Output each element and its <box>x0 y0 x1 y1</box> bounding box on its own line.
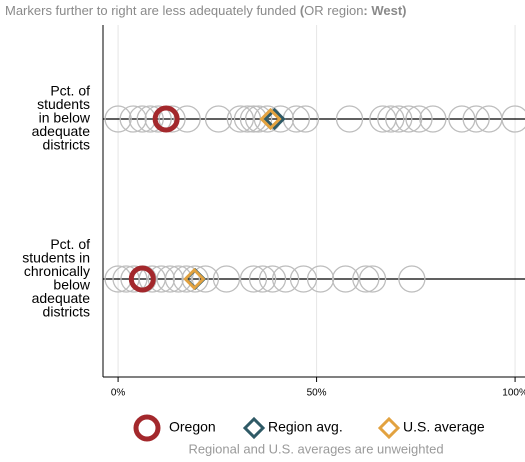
other-state-marker <box>181 265 209 293</box>
other-state-marker <box>164 265 193 293</box>
legend-label: Region avg. <box>268 419 343 435</box>
other-state-marker <box>120 265 148 293</box>
legend-marker <box>242 416 266 440</box>
other-state-marker <box>271 265 300 293</box>
other-state-marker <box>291 105 320 133</box>
other-state-marker <box>331 265 360 293</box>
other-state-marker <box>158 105 186 133</box>
other-state-marker <box>147 265 176 293</box>
category-label: adequate <box>32 123 91 139</box>
chart-title: Markers further to right are less adequa… <box>5 3 407 18</box>
other-state-marker <box>501 105 525 133</box>
other-state-marker <box>248 265 277 293</box>
legend-marker <box>133 414 161 442</box>
other-state-marker <box>352 265 380 293</box>
other-state-marker <box>244 105 273 133</box>
other-state-marker <box>395 105 423 133</box>
average-marker <box>183 267 206 291</box>
other-state-marker <box>405 105 433 133</box>
title-part: OR region <box>304 3 363 18</box>
state-marker <box>128 265 156 293</box>
other-state-marker <box>144 105 172 133</box>
other-state-marker <box>419 105 447 133</box>
other-state-marker <box>289 265 318 293</box>
legend-label: U.S. average <box>403 419 485 435</box>
category-label: students in <box>22 249 90 265</box>
other-state-marker <box>358 265 387 293</box>
average-marker <box>259 107 282 131</box>
other-state-marker <box>119 105 147 133</box>
other-state-marker <box>462 105 490 133</box>
other-state-marker <box>156 265 184 293</box>
other-state-marker <box>172 265 201 293</box>
category-label: Pct. of <box>50 236 90 252</box>
category-label: adequate <box>32 290 91 306</box>
other-state-marker <box>306 265 335 293</box>
category-label: districts <box>43 303 90 319</box>
legend-marker <box>377 416 401 440</box>
x-tick-label: 50% <box>307 388 327 399</box>
other-state-marker <box>448 105 476 133</box>
legend-label: Oregon <box>169 419 216 435</box>
title-part: : West) <box>363 3 406 18</box>
x-tick-label: 0% <box>111 388 126 399</box>
category-label: districts <box>43 137 90 153</box>
category-label: in below <box>39 110 91 126</box>
note: Regional and U.S. averages are unweighte… <box>188 441 443 456</box>
category-label: Pct. of <box>50 83 90 99</box>
state-marker <box>152 105 180 133</box>
category-label: students <box>37 96 90 112</box>
other-state-marker <box>239 265 268 293</box>
other-state-marker <box>226 105 255 133</box>
title-part: ( <box>300 3 305 18</box>
x-tick-label: 100% <box>502 388 525 399</box>
title-part: Markers further to right are less adequa… <box>5 3 300 18</box>
other-state-marker <box>335 105 364 133</box>
other-state-marker <box>104 105 132 133</box>
other-state-marker <box>136 105 164 133</box>
other-state-marker <box>191 265 220 293</box>
other-state-marker <box>204 105 233 133</box>
other-state-marker <box>377 105 405 133</box>
category-label: chronically <box>24 263 90 279</box>
other-state-marker <box>398 265 426 293</box>
other-state-marker <box>258 265 287 293</box>
other-state-marker <box>212 265 241 293</box>
other-state-marker <box>385 105 413 133</box>
category-label: below <box>53 276 90 292</box>
other-state-marker <box>173 105 201 133</box>
